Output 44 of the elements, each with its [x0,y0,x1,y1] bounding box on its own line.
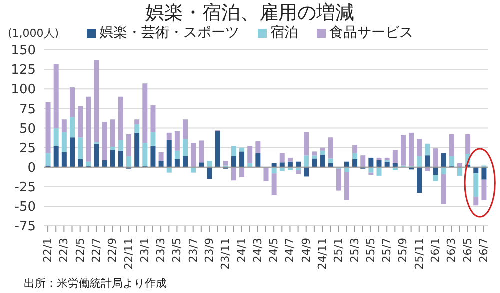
x-tick-label: 25/3 [348,238,362,263]
x-tick-label: 22/11 [122,238,136,270]
legend-label: 食品サービス [330,24,414,42]
x-tick-label: 22/7 [90,238,103,263]
x-tick-label: 23/1 [138,238,152,263]
y-tick-label: 75 [19,102,36,118]
chart-title: 娯楽・宿泊、雇用の増減 [144,1,356,24]
x-tick-label: 23/3 [154,238,168,263]
x-tick-label: 24/9 [300,238,313,263]
x-tick-label: 25/1 [332,238,346,263]
x-tick-label: 24/11 [316,238,330,270]
legend-label: 宿泊 [270,24,298,42]
text: 出所：米労働統計局より作成 [24,277,167,290]
x-tick-label: 22/5 [74,238,87,263]
x-tick-label: 25/9 [396,238,410,263]
y-axis-title: (1,000人) [8,26,60,41]
x-tick-label: 24/5 [268,238,281,263]
y-tick-label: -75 [14,220,36,235]
x-tick-label: 24/3 [251,238,264,263]
y-tick-label: 50 [19,122,36,137]
x-tick-label: 26/3 [445,238,458,263]
y-tick-label: 150 [11,44,36,59]
x-tick-label: 23/9 [202,238,216,263]
x-tick-label: 24/7 [284,238,297,263]
y-tick-label: 25 [19,141,36,156]
x-tick-label: 26/5 [461,238,474,263]
x-tick-label: 25/5 [364,238,378,263]
x-tick-label: 26/7 [477,238,490,263]
x-tick-label: 25/7 [380,238,394,263]
legend-label: 娯楽・芸術・スポーツ [100,24,240,42]
x-tick-label: 23/5 [170,238,184,263]
x-tick-label: 25/11 [412,238,426,270]
x-tick-label: 23/11 [219,238,232,270]
y-tick-label: 0 [28,160,36,176]
y-tick-label: 100 [11,82,36,98]
y-tick-label: -50 [14,200,36,216]
x-tick-label: 22/1 [42,238,55,263]
x-tick-label: 24/1 [235,238,248,263]
y-tick-label: -25 [14,180,36,196]
y-tick-label: 125 [11,63,36,78]
x-tick-label: 22/3 [58,238,71,263]
x-tick-label: 26/1 [429,238,442,263]
x-tick-label: 23/7 [186,238,200,263]
x-tick-label: 22/9 [106,238,120,263]
